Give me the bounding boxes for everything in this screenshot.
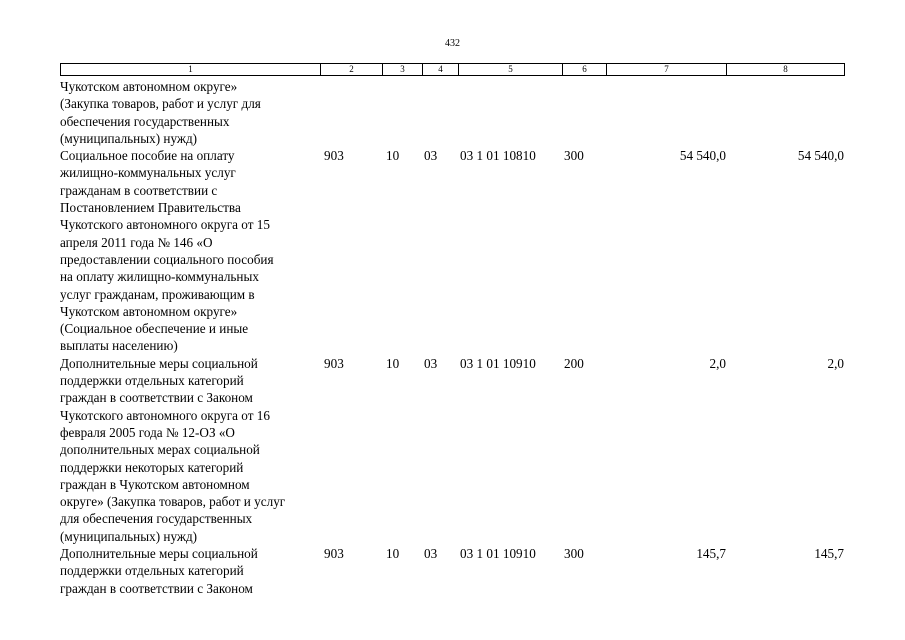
column-header-table: 1 2 3 4 5 6 7 8	[60, 63, 845, 76]
row-name-line: Социальное пособие на оплату	[60, 148, 235, 164]
table-body: Чукотском автономном округе» (Закупка то…	[60, 78, 844, 597]
table-row: Дополнительные меры социальной поддержки…	[60, 545, 844, 597]
row-amount-col7: 2,0	[709, 355, 726, 371]
row-ministry-code: 903	[324, 355, 344, 371]
row-name-line: (муниципальных) нужд)	[60, 528, 198, 544]
column-header-2: 2	[320, 63, 383, 76]
row-name-line: Чукотского автономного округа от 16	[60, 407, 270, 423]
row-name-line: (Социальное обеспечение и иные	[60, 321, 249, 337]
row-subsection-code: 03	[424, 546, 438, 562]
row-name-line: дополнительных мерах социальной	[60, 442, 260, 458]
row-expense-type: 300	[564, 546, 584, 562]
row-name-line: февраля 2005 года № 12-ОЗ «О	[60, 424, 235, 440]
row-name-line: (Закупка товаров, работ и услуг для	[60, 96, 261, 112]
column-header-6: 6	[562, 63, 607, 76]
column-header-4: 4	[422, 63, 459, 76]
row-name-line: апреля 2011 года № 146 «О	[60, 234, 213, 250]
table-row: Дополнительные меры социальной поддержки…	[60, 355, 844, 545]
row-name-line: Чукотского автономного округа от 15	[60, 217, 270, 233]
row-name-line: граждан в Чукотском автономном	[60, 476, 250, 492]
row-target-article: 03 1 01 10910	[460, 546, 536, 562]
column-header-8: 8	[726, 63, 845, 76]
row-subsection-code: 03	[424, 355, 438, 371]
row-name-line: поддержки некоторых категорий	[60, 459, 244, 475]
column-header-3: 3	[382, 63, 423, 76]
row-name: Социальное пособие на оплату жилищно-ком…	[60, 147, 322, 355]
row-name-line: поддержки отдельных категорий	[60, 563, 244, 579]
row-target-article: 03 1 01 10910	[460, 355, 536, 371]
row-name-line: граждан в соответствии с Законом	[60, 390, 253, 406]
row-name: Чукотском автономном округе» (Закупка то…	[60, 78, 322, 147]
row-section-code: 10	[386, 546, 400, 562]
row-name-line: для обеспечения государственных	[60, 511, 253, 527]
row-name-line: поддержки отдельных категорий	[60, 373, 244, 389]
row-name-line: услуг гражданам, проживающим в	[60, 286, 255, 302]
table-row: Социальное пособие на оплату жилищно-ком…	[60, 147, 844, 355]
row-name-line: Чукотском автономном округе»	[60, 79, 238, 94]
row-ministry-code: 903	[324, 546, 344, 562]
row-amount-col8: 145,7	[814, 546, 844, 562]
row-target-article: 03 1 01 10810	[460, 148, 536, 164]
column-header-5: 5	[458, 63, 563, 76]
row-name-line: Чукотском автономном округе»	[60, 303, 238, 319]
row-name-line: гражданам в соответствии с	[60, 182, 218, 198]
row-amount-col7: 54 540,0	[679, 148, 726, 164]
column-header-row: 1 2 3 4 5 6 7 8	[60, 63, 845, 76]
row-name-line: на оплату жилищно-коммунальных	[60, 269, 259, 285]
row-expense-type: 300	[564, 148, 584, 164]
row-section-code: 10	[386, 148, 400, 164]
column-header-1: 1	[60, 63, 321, 76]
row-name-line: жилищно-коммунальных услуг	[60, 165, 236, 181]
row-amount-col8: 54 540,0	[797, 148, 844, 164]
row-name-line: Дополнительные меры социальной	[60, 355, 258, 371]
row-amount-col7: 145,7	[696, 546, 726, 562]
row-name-line: Постановлением Правительства	[60, 200, 241, 216]
row-name-line: (муниципальных) нужд)	[60, 130, 198, 146]
row-name-line: Дополнительные меры социальной	[60, 546, 258, 562]
row-name-line: предоставлении социального пособия	[60, 251, 274, 267]
row-name-line: обеспечения государственных	[60, 113, 230, 129]
row-name: Дополнительные меры социальной поддержки…	[60, 545, 322, 597]
row-expense-type: 200	[564, 355, 584, 371]
row-name-line: граждан в соответствии с Законом	[60, 580, 253, 596]
row-subsection-code: 03	[424, 148, 438, 164]
row-name-line: выплаты населению)	[60, 338, 178, 354]
column-header-7: 7	[606, 63, 727, 76]
row-amount-col8: 2,0	[827, 355, 844, 371]
row-section-code: 10	[386, 355, 400, 371]
table-row: Чукотском автономном округе» (Закупка то…	[60, 78, 844, 147]
row-name: Дополнительные меры социальной поддержки…	[60, 355, 322, 545]
row-name-line: округе» (Закупка товаров, работ и услуг	[60, 494, 286, 510]
row-ministry-code: 903	[324, 148, 344, 164]
page-number: 432	[445, 38, 460, 49]
